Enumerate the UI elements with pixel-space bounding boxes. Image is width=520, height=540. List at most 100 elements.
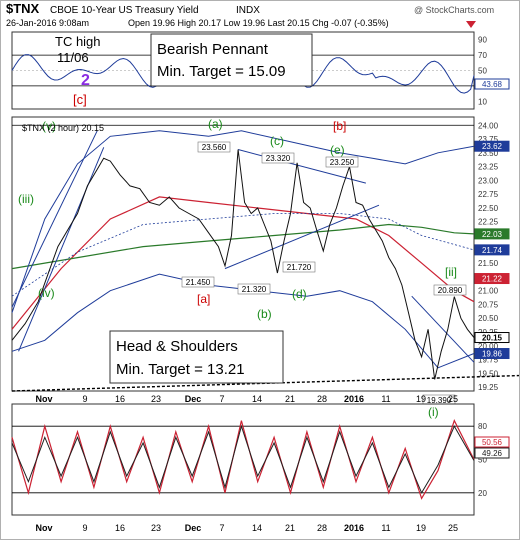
price-tick-label: 19.75 xyxy=(478,356,499,365)
tc-date-label: 11/06 xyxy=(57,50,89,65)
price-tick-label: 21.00 xyxy=(478,287,499,296)
value-label: 19.390 xyxy=(427,396,452,405)
x-tick-label: 14 xyxy=(252,394,262,404)
price-badge-value: 23.62 xyxy=(482,142,503,151)
rsi-tick-label: 10 xyxy=(478,97,487,106)
wave-label: [ii] xyxy=(445,265,457,279)
wave-label: (iii) xyxy=(18,192,34,206)
x-tick-label: 21 xyxy=(285,394,295,404)
stochastic-x-axis: Nov 9 16 23 Dec 7 14 21 28 2016 11 19 25 xyxy=(35,523,458,533)
value-label: 20.890 xyxy=(438,286,463,295)
rsi-tick-label: 90 xyxy=(478,36,487,45)
stoch-badge-1-value: 50.56 xyxy=(482,438,503,447)
price-tick-label: 21.50 xyxy=(478,259,499,268)
price-badge xyxy=(474,244,510,256)
price-badge-value: 22.03 xyxy=(482,230,503,239)
price-line xyxy=(11,149,475,380)
value-label-box xyxy=(261,152,295,164)
x-tick-label: 9 xyxy=(82,394,87,404)
x-tick-label: 11 xyxy=(381,523,390,533)
x-tick-label: 16 xyxy=(115,394,125,404)
price-tick-label: 19.25 xyxy=(478,383,499,392)
wave-label: [a] xyxy=(197,292,210,306)
x-tick-label: 25 xyxy=(448,394,458,404)
value-label-box xyxy=(282,261,316,273)
pennant-box xyxy=(150,33,313,87)
wave-label: (a) xyxy=(208,117,223,131)
price-badge xyxy=(474,228,510,240)
x-tick-label: 7 xyxy=(219,394,224,404)
wave-label: (iv) xyxy=(38,286,55,300)
tc-high-label: TC high xyxy=(55,34,101,49)
exchange-label: INDX xyxy=(236,5,260,16)
wave-i-label: (i) xyxy=(428,405,439,419)
x-tick-label: 23 xyxy=(151,523,161,533)
stoch-tick-label: 50 xyxy=(478,456,487,465)
price-tick-label: 20.50 xyxy=(478,314,499,323)
price-grid: 19.2519.5019.7520.0020.2520.5020.7521.00… xyxy=(12,121,510,392)
price-tick-label: 20.75 xyxy=(478,300,499,309)
price-badge-value: 21.22 xyxy=(482,275,503,284)
hs-box xyxy=(109,330,284,384)
price-tick-label: 23.75 xyxy=(478,135,499,144)
copyright-label: @ StockCharts.com xyxy=(414,5,494,15)
ma-slow-line xyxy=(11,223,475,270)
wave-label: (b) xyxy=(257,307,272,321)
wave-label: (d) xyxy=(292,287,307,301)
x-tick-label: 14 xyxy=(252,523,262,533)
x-tick-label: 9 xyxy=(82,523,87,533)
price-tick-label: 22.50 xyxy=(478,204,499,213)
value-labels: 23.560 23.320 23.250 21.450 21.320 21.720 20.8… xyxy=(181,141,467,406)
value-label: 21.320 xyxy=(242,285,267,294)
x-tick-label: 21 xyxy=(285,523,295,533)
stochastic-d-line xyxy=(11,424,475,494)
value-label: 23.560 xyxy=(202,143,227,152)
datetime-label: 26-Jan-2016 9:08am xyxy=(6,18,89,28)
pennant-bottom-line xyxy=(224,204,380,270)
x-tick-label: 2016 xyxy=(344,523,364,533)
ticker-label: $TNX xyxy=(6,1,40,16)
value-label-box xyxy=(433,284,467,296)
price-badge xyxy=(474,273,510,285)
stoch-badge-1 xyxy=(474,436,510,448)
price-badge-value: 20.15 xyxy=(482,334,503,343)
mid-band-line xyxy=(11,213,475,297)
x-tick-label: 28 xyxy=(317,523,327,533)
price-x-axis: Nov 9 16 23 Dec 7 14 21 28 2016 11 19 25 xyxy=(35,394,458,404)
price-badge xyxy=(474,348,510,360)
value-label: 23.320 xyxy=(266,154,291,163)
wave-label: (v) xyxy=(42,119,56,133)
price-tick-label: 24.00 xyxy=(478,121,499,130)
price-badge xyxy=(474,140,510,152)
rsi-last-badge xyxy=(474,78,510,90)
price-tick-label: 19.50 xyxy=(478,369,499,378)
wave-label: (c) xyxy=(270,134,284,148)
wave-label: (e) xyxy=(330,143,345,157)
x-tick-label: Dec xyxy=(185,394,202,404)
neckline-line xyxy=(411,295,475,363)
value-label-box xyxy=(237,283,271,295)
price-panel: 19.2519.5019.7520.0020.2520.5020.7521.00… xyxy=(11,33,520,406)
price-legend: $TNX (2 hour) 20.15 xyxy=(22,123,104,133)
x-tick-label: 28 xyxy=(317,394,327,404)
x-tick-label: Nov xyxy=(35,394,52,404)
value-label-box xyxy=(181,276,215,288)
wave-c-label: [c] xyxy=(73,92,87,107)
wave-labels: (v) (iii) (iv) (a) (c) (e) [b] [a] (b) (d) [ii] xyxy=(18,117,457,321)
x-tick-label: Dec xyxy=(185,523,202,533)
security-name: CBOE 10-Year US Treasury Yield xyxy=(50,5,199,16)
price-tick-label: 22.25 xyxy=(478,218,499,227)
change-down-icon xyxy=(466,21,476,28)
price-badge-value: 19.86 xyxy=(482,350,503,359)
x-tick-label: 2016 xyxy=(344,394,364,404)
value-label: 21.450 xyxy=(186,278,211,287)
stochastic-panel-border xyxy=(11,403,475,516)
ma-fast-line xyxy=(11,196,475,330)
stoch-tick-label: 80 xyxy=(478,422,487,431)
price-badge-value: 21.74 xyxy=(482,246,503,255)
upper-band-line xyxy=(11,130,475,313)
x-tick-label: 23 xyxy=(151,394,161,404)
hs-title: Head & Shoulders xyxy=(116,338,238,355)
